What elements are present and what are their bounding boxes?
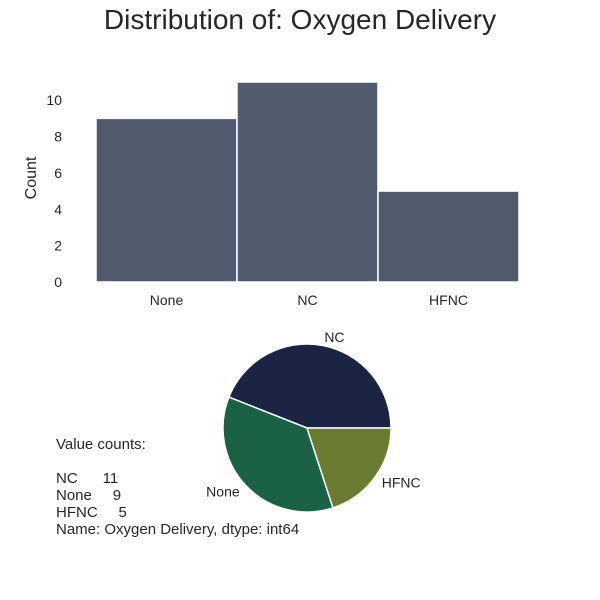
x-tick-label: None	[150, 292, 184, 308]
y-tick-label: 6	[54, 165, 62, 181]
pie-slice-hfnc	[305, 427, 392, 509]
x-tick-label: NC	[297, 292, 317, 308]
pie-label: NC	[324, 329, 344, 345]
y-axis-label: Count	[23, 156, 40, 199]
pie-chart: NC None HFNC	[206, 329, 421, 513]
bar-chart: None NC HFNC 0 2 4 6 8 10 Count	[23, 81, 520, 308]
pie-slice-none	[222, 396, 334, 513]
y-tick-label: 0	[54, 274, 62, 290]
pie-label: None	[206, 483, 240, 499]
x-tick-label: HFNC	[429, 292, 468, 308]
y-tick-label: 2	[54, 238, 62, 254]
value-counts-text: Value counts: NC 11 None 9 HFNC 5 Name: …	[56, 436, 300, 538]
y-tick-label: 8	[54, 129, 62, 145]
chart-title: Distribution of: Oxygen Delivery	[103, 4, 497, 35]
pie-slice-nc	[227, 343, 392, 429]
y-tick-label: 4	[54, 201, 62, 217]
bar-nc	[236, 81, 379, 283]
bar-none	[95, 117, 238, 283]
y-tick-label: 10	[46, 92, 62, 108]
bar-hfnc	[377, 190, 520, 283]
pie-label: HFNC	[382, 474, 421, 490]
